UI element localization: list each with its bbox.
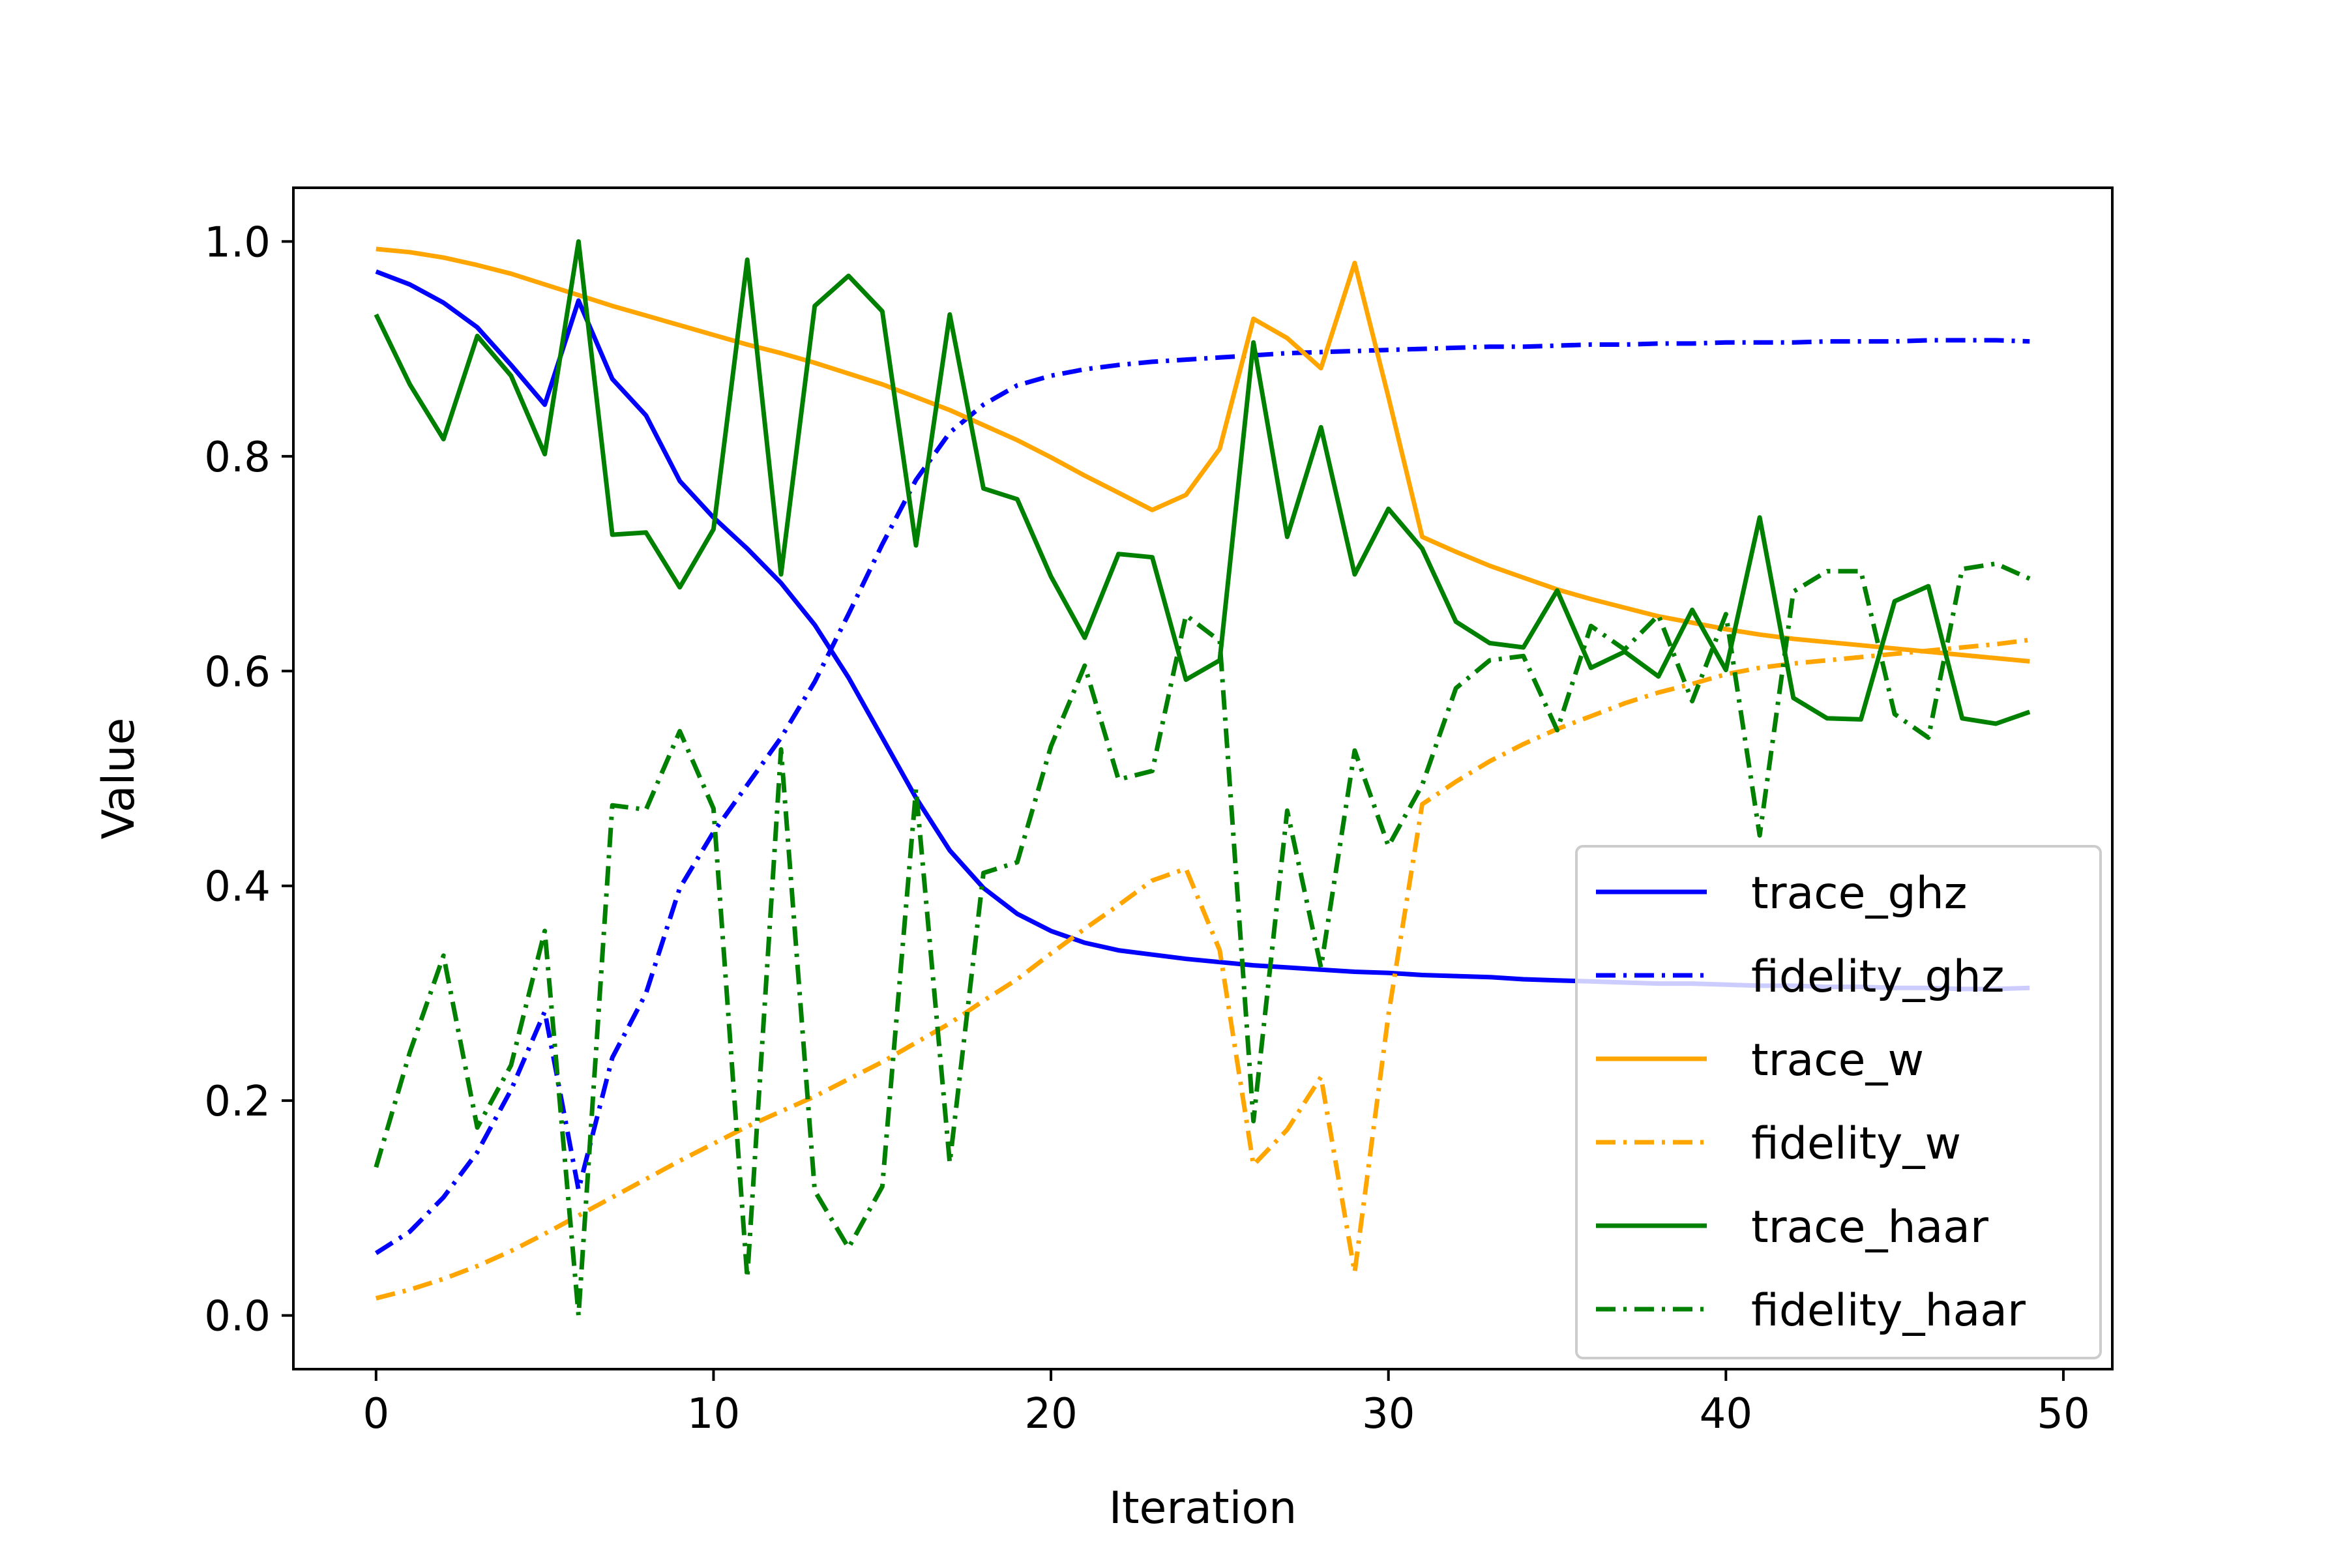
- legend: trace_ghz fidelity_ghz trace_w fidelity_wtr…: [1575, 845, 2102, 1359]
- y-tick-label: 0.0: [204, 1293, 271, 1341]
- y-tick-label: 0.6: [204, 648, 271, 696]
- series-line-trace-w: [376, 246, 2030, 664]
- x-tick-label: 40: [1700, 1390, 1752, 1438]
- legend-label-trace-haar: trace_haar: [1751, 1202, 1988, 1253]
- series-line-fidelity-w: [375, 638, 2030, 1301]
- y-tick-label: 0.2: [204, 1078, 271, 1126]
- plot-frame: [292, 186, 2114, 1370]
- y-tick-label: 0.4: [204, 863, 271, 911]
- x-tick-label: 0: [362, 1390, 389, 1438]
- series-line-trace-haar: [374, 239, 2031, 726]
- x-tick-label: 50: [2037, 1390, 2089, 1438]
- x-tick-label: 20: [1024, 1390, 1077, 1438]
- x-axis-label: Iteration: [1109, 1483, 1297, 1534]
- y-axis: 0.0 0.2 0.4 0.6 0.8 1.0: [204, 218, 293, 1341]
- y-tick-label: 0.8: [204, 434, 271, 482]
- x-tick-label: 10: [687, 1390, 740, 1438]
- series-line-fidelity-haar: [374, 561, 2031, 1318]
- x-tick-label: 30: [1362, 1390, 1415, 1438]
- legend-label-fidelity-haar: fidelity_haar: [1751, 1285, 2026, 1337]
- legend-box: [1575, 845, 2102, 1359]
- legend-label-fidelity-w: fidelity_w: [1751, 1118, 1961, 1170]
- legend-label-fidelity-ghz: fidelity_ghz: [1751, 951, 2004, 1003]
- y-tick-label: 1.0: [204, 218, 271, 267]
- legend-label-trace-w: trace_w: [1751, 1035, 1924, 1086]
- legend-label-trace-ghz: trace_ghz: [1751, 868, 1967, 919]
- x-axis: 0 10 20 30 40 50: [362, 1369, 2090, 1438]
- y-axis-label: Value: [93, 718, 145, 840]
- series-line-fidelity-ghz: [374, 338, 2030, 1256]
